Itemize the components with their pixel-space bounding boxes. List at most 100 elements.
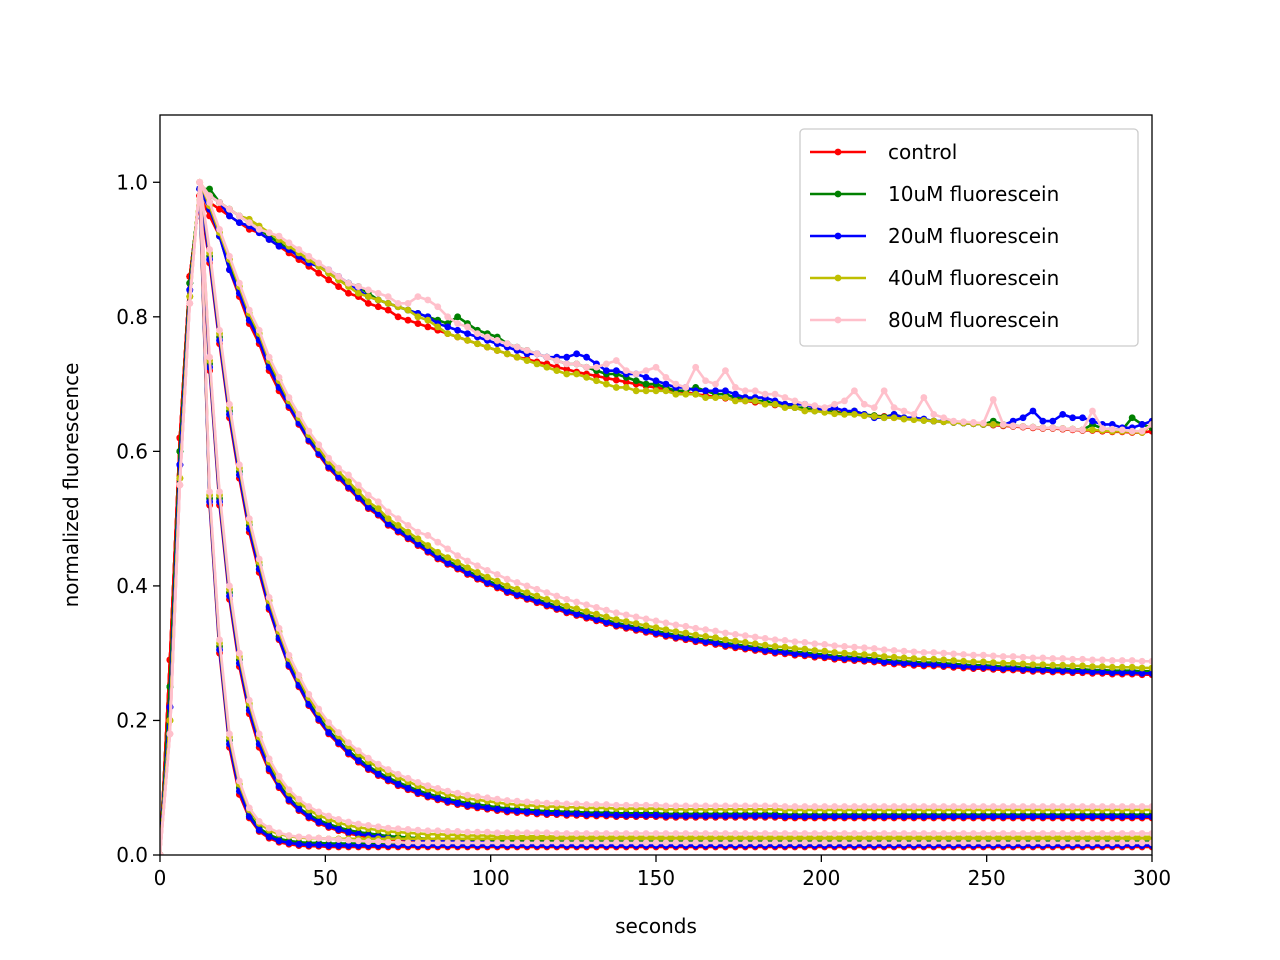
- data-point: [305, 813, 313, 821]
- data-point: [464, 791, 471, 799]
- data-point: [295, 795, 303, 803]
- data-point: [1049, 417, 1057, 425]
- data-point: [970, 830, 977, 837]
- data-point: [265, 593, 273, 601]
- data-point: [612, 801, 620, 809]
- data-point: [364, 286, 372, 294]
- data-point: [523, 589, 531, 597]
- data-point: [444, 828, 452, 835]
- data-point: [851, 813, 858, 821]
- data-point: [424, 792, 432, 800]
- data-point: [444, 323, 452, 331]
- data-point: [751, 812, 759, 820]
- data-point: [434, 548, 442, 556]
- data-point: [474, 793, 481, 800]
- data-point: [632, 620, 640, 627]
- data-point: [1079, 426, 1086, 434]
- data-point: [483, 573, 491, 581]
- data-point: [1069, 662, 1077, 670]
- data-point: [821, 830, 829, 837]
- data-point: [523, 347, 531, 354]
- data-point: [860, 644, 868, 652]
- data-point: [583, 353, 590, 361]
- data-point: [206, 488, 214, 496]
- data-point: [1049, 655, 1057, 662]
- data-point: [563, 595, 571, 603]
- data-point: [483, 839, 491, 847]
- data-point: [474, 803, 481, 810]
- data-point: [761, 390, 769, 398]
- data-point: [870, 830, 878, 837]
- data-point: [573, 839, 581, 847]
- data-point: [1089, 803, 1096, 810]
- data-point: [573, 370, 581, 378]
- data-point: [1128, 669, 1136, 677]
- data-point: [801, 407, 809, 415]
- data-point: [216, 225, 223, 233]
- data-point: [364, 503, 372, 511]
- data-point: [1089, 407, 1096, 415]
- data-point: [335, 842, 342, 849]
- data-point: [295, 671, 303, 679]
- data-point: [930, 803, 938, 810]
- data-point: [275, 772, 283, 780]
- data-point: [841, 803, 848, 810]
- data-point: [345, 842, 352, 849]
- data-point: [1019, 803, 1027, 810]
- data-point: [285, 839, 293, 847]
- data-point: [682, 390, 690, 398]
- data-point: [414, 826, 422, 834]
- data-point: [603, 801, 610, 808]
- data-point: [513, 591, 521, 599]
- data-point: [1118, 426, 1126, 434]
- data-point: [712, 802, 719, 810]
- data-point: [513, 353, 521, 361]
- data-point: [573, 350, 581, 358]
- data-point: [672, 633, 680, 641]
- data-point: [781, 830, 789, 837]
- data-point: [920, 394, 928, 401]
- data-point: [682, 384, 690, 391]
- data-point: [583, 363, 590, 371]
- data-point: [702, 626, 709, 634]
- data-point: [1059, 839, 1067, 847]
- data-point: [493, 347, 501, 354]
- data-point: [672, 390, 680, 398]
- data-point: [414, 320, 422, 327]
- data-point: [335, 826, 342, 833]
- data-point: [216, 326, 223, 334]
- data-point: [612, 830, 620, 837]
- data-point: [632, 370, 640, 378]
- data-point: [464, 569, 471, 577]
- data-point: [424, 782, 432, 790]
- data-point: [533, 597, 541, 605]
- data-point: [186, 299, 194, 307]
- data-point: [434, 323, 442, 331]
- data-point: [335, 273, 342, 280]
- data-point: [1089, 668, 1096, 676]
- data-point: [573, 800, 581, 808]
- data-point: [989, 664, 997, 672]
- data-point: [682, 629, 690, 637]
- data-point: [811, 407, 819, 415]
- data-point: [781, 649, 789, 656]
- data-point: [384, 293, 392, 301]
- data-point: [1099, 813, 1106, 821]
- data-point: [553, 604, 561, 612]
- data-point: [662, 839, 670, 847]
- data-point: [394, 299, 402, 307]
- data-point: [682, 830, 690, 837]
- data-point: [315, 269, 323, 277]
- data-point: [384, 306, 392, 314]
- data-point: [970, 663, 977, 671]
- data-point: [950, 417, 957, 425]
- data-point: [493, 805, 501, 813]
- data-point: [523, 829, 531, 837]
- data-point: [791, 645, 799, 652]
- legend-label: 40uM fluorescein: [888, 266, 1059, 290]
- data-point: [910, 410, 918, 418]
- data-point: [702, 377, 709, 385]
- data-point: [603, 606, 610, 614]
- data-point: [1128, 830, 1136, 837]
- data-point: [1059, 661, 1067, 669]
